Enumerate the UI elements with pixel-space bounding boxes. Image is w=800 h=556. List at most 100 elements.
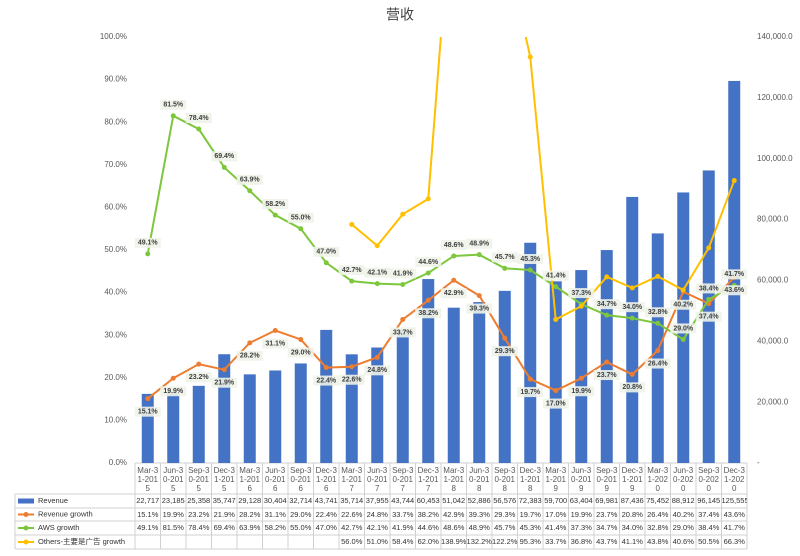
data-label: 17.0% [546, 400, 567, 407]
table-cell: 35,714 [340, 496, 364, 505]
data-label-box [211, 377, 238, 388]
table-cell: 51.0% [366, 537, 388, 546]
data-label-box [160, 386, 187, 397]
data-label: 49.1% [138, 240, 159, 247]
data-label: 19.7% [520, 389, 541, 396]
bar [473, 302, 486, 463]
table-cell [135, 535, 161, 549]
table-cell: 62.0% [417, 537, 439, 546]
category-label: Jun-30-2018 [469, 466, 490, 493]
data-label: 48.6% [444, 242, 465, 249]
data-label: 22.6% [342, 377, 363, 384]
point [604, 359, 610, 365]
data-label-box [134, 406, 161, 417]
data-label: 21.9% [214, 380, 235, 387]
bar [320, 329, 333, 463]
table-cell: 45.7% [494, 523, 516, 532]
category-label: Dec-31-2019 [621, 466, 643, 493]
data-label-box [185, 113, 212, 124]
table-cell: 63,404 [569, 496, 593, 505]
y2-tick-label: 140,000.0 [757, 32, 793, 41]
table-cell: 42.7% [341, 523, 363, 532]
data-label-box [364, 267, 391, 278]
data-label: 55.0% [291, 215, 312, 222]
point [553, 284, 559, 290]
bar [524, 242, 537, 463]
point [655, 320, 661, 326]
legend-swatch [23, 539, 29, 545]
data-label: 39.3% [469, 305, 490, 312]
table-cell: 78.4% [188, 523, 210, 532]
point [323, 260, 329, 266]
table-cell: 56,576 [493, 496, 517, 505]
data-label: 45.3% [520, 256, 541, 263]
data-label-box [389, 268, 416, 279]
table-cell: 59,700 [544, 496, 568, 505]
data-label-box [211, 151, 238, 162]
data-label: 34.0% [622, 304, 643, 311]
table-cell: 52,886 [467, 496, 491, 505]
data-label: 29.0% [673, 325, 694, 332]
data-label: 29.3% [495, 348, 516, 355]
y-tick-label: 60.0% [104, 203, 127, 212]
point [578, 375, 584, 381]
point [145, 251, 151, 257]
data-label-box [185, 372, 212, 383]
point [349, 221, 355, 227]
data-label-box [542, 398, 569, 409]
point [629, 315, 635, 321]
table-cell: 81.5% [162, 523, 184, 532]
point [502, 265, 508, 271]
table-cell: 58.4% [392, 537, 414, 546]
category-label: Dec-31-2020 [723, 466, 745, 493]
point [451, 277, 457, 283]
data-label-box [236, 350, 263, 361]
y-tick-label: 90.0% [104, 75, 127, 84]
y-tick-label: 0.0% [109, 458, 127, 467]
data-label: 42.1% [367, 269, 388, 276]
table-cell: 43,741 [314, 496, 338, 505]
data-label-box [593, 370, 620, 381]
point [502, 335, 508, 341]
point [247, 188, 253, 194]
legend-swatch [23, 512, 29, 517]
line-series [349, 37, 737, 322]
point [298, 226, 304, 232]
y2-tick-label: 40,000.0 [757, 336, 789, 345]
table-cell: 26.4% [647, 510, 669, 519]
bar [498, 290, 511, 463]
data-label-box [134, 237, 161, 248]
legend-swatch [23, 525, 29, 531]
table-cell: 33.7% [392, 510, 414, 519]
point [553, 388, 559, 394]
data-label-box [160, 99, 187, 110]
data-label: 42.9% [444, 290, 465, 297]
point [170, 375, 176, 381]
table-cell: 38.2% [417, 510, 439, 519]
table-cell: 122.2% [492, 537, 518, 546]
table-cell: 49.1% [137, 523, 159, 532]
data-label-box [593, 299, 620, 310]
data-label: 43.6% [724, 287, 745, 294]
y-tick-label: 100.0% [100, 32, 127, 41]
data-label-box [644, 307, 671, 318]
table-cell [212, 535, 238, 549]
table-cell: 88,912 [671, 496, 695, 505]
table-cell: 42.1% [366, 523, 388, 532]
point [527, 267, 533, 273]
data-label: 78.4% [189, 115, 210, 122]
table-cell: 40.2% [672, 510, 694, 519]
bar [626, 196, 639, 463]
table-cell: 56.0% [341, 537, 363, 546]
category-label: Mar-31-2020 [647, 466, 669, 493]
legend-label: Others-主要是广告 growth [38, 536, 125, 546]
table-cell: 48.6% [443, 523, 465, 532]
table-cell: 22,717 [136, 496, 160, 505]
data-label: 24.8% [367, 367, 388, 374]
data-label: 19.9% [163, 388, 184, 395]
data-label-box [670, 323, 697, 334]
category-label: Mar-31-2017 [341, 466, 363, 493]
category-label: Mar-31-2019 [545, 466, 567, 493]
point [604, 274, 610, 280]
point [349, 364, 355, 370]
